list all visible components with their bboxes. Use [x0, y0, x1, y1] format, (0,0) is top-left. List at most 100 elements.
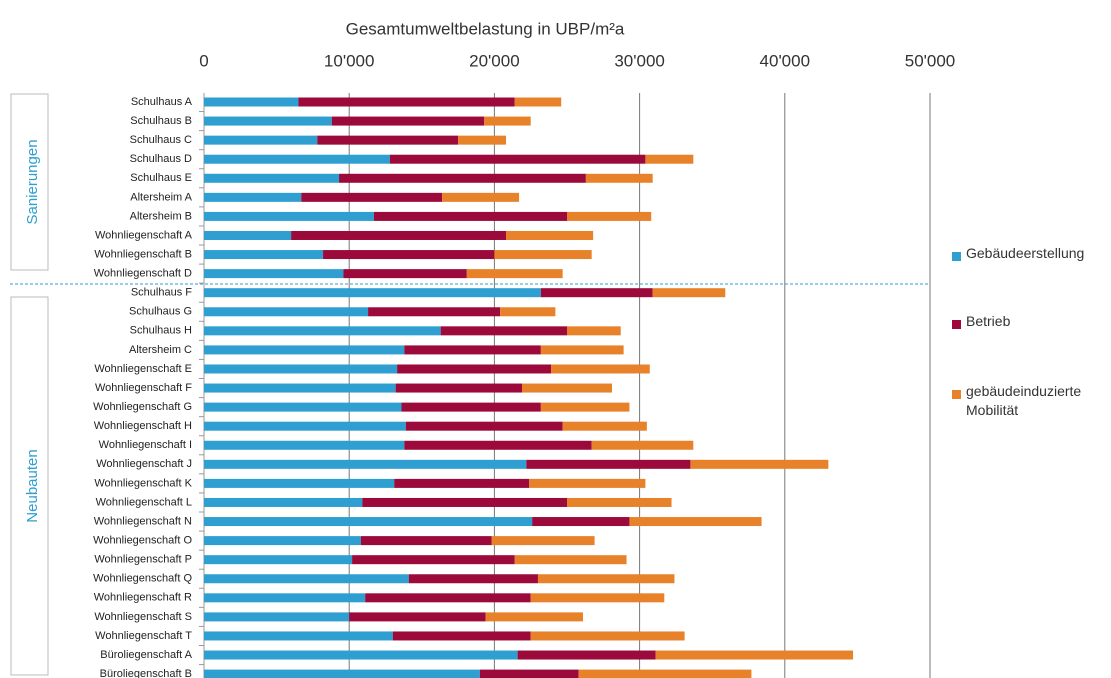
- legend-swatch: [952, 320, 961, 329]
- bar-segment: [500, 307, 556, 317]
- bar-segment: [204, 497, 363, 507]
- bar-segment: [404, 440, 592, 450]
- bar-segment: [204, 669, 480, 678]
- legend-item: Betrieb: [952, 313, 1111, 331]
- bar-segment: [349, 612, 486, 622]
- y-tick-label: Wohnliegenschaft K: [94, 477, 192, 489]
- legend-label: gebäudeinduzierte Mobilität: [966, 383, 1082, 418]
- bar-segment: [204, 154, 390, 164]
- y-tick-label: Schulhaus D: [130, 153, 192, 165]
- bar-segment: [567, 211, 652, 221]
- y-tick-label: Wohnliegenschaft H: [94, 420, 192, 432]
- bar-segment: [526, 459, 691, 469]
- y-tick-label: Wohnliegenschaft N: [94, 515, 192, 527]
- bar-segment: [392, 631, 531, 641]
- y-tick-label: Schulhaus F: [131, 287, 192, 299]
- bar-segment: [532, 517, 630, 527]
- group-box: [10, 296, 49, 676]
- bar-segment: [204, 459, 527, 469]
- bar-segment: [204, 135, 318, 145]
- bar-segment: [389, 154, 646, 164]
- bar-segment: [204, 192, 302, 202]
- y-tick-label: Wohnliegenschaft D: [94, 268, 192, 280]
- x-tick-label: 50'000: [905, 51, 956, 70]
- bar-segment: [204, 574, 409, 584]
- bar-segment: [204, 97, 299, 107]
- y-tick-label: Altersheim A: [130, 191, 192, 203]
- bar-segment: [365, 593, 531, 603]
- y-tick-label: Schulhaus G: [129, 306, 192, 318]
- bar-segment: [517, 650, 656, 660]
- bar-segment: [442, 192, 520, 202]
- bar-segment: [530, 593, 665, 603]
- bar-segment: [331, 116, 485, 126]
- group-label: Sanierungen: [24, 139, 41, 224]
- bar-segment: [204, 517, 533, 527]
- bar-segment: [567, 326, 621, 336]
- bar-segment: [466, 269, 563, 279]
- y-tick-label: Altersheim C: [129, 344, 192, 356]
- y-tick-label: Wohnliegenschaft J: [96, 458, 192, 470]
- y-tick-label: Wohnliegenschaft S: [94, 611, 192, 623]
- legend-label: Betrieb: [966, 313, 1011, 329]
- bar-segment: [204, 288, 541, 298]
- y-tick-label: Wohnliegenschaft R: [94, 592, 192, 604]
- bar-segment: [404, 345, 541, 355]
- bar-segment: [368, 307, 501, 317]
- bar-segment: [204, 116, 332, 126]
- y-tick-label: Büroliegenschaft A: [100, 649, 192, 661]
- bar-segment: [204, 269, 344, 279]
- y-tick-label: Wohnliegenschaft E: [94, 363, 192, 375]
- bar-segment: [204, 555, 353, 565]
- bar-segment: [655, 650, 854, 660]
- x-tick-label: 20'000: [469, 51, 520, 70]
- bar-segment: [514, 555, 627, 565]
- bar-segment: [401, 402, 541, 412]
- bar-segment: [352, 555, 515, 565]
- bar-segment: [458, 135, 507, 145]
- bar-segment: [405, 421, 563, 431]
- bar-segment: [204, 421, 406, 431]
- legend-item: Gebäudeerstellung: [952, 245, 1111, 263]
- chart-title: Gesamtumweltbelastung in UBP/m²a: [346, 19, 625, 38]
- bar-segment: [537, 574, 675, 584]
- bar-segment: [530, 631, 685, 641]
- bar-segment: [204, 402, 402, 412]
- bar-segment: [491, 536, 595, 546]
- bar-segment: [591, 440, 694, 450]
- bar-segment: [551, 364, 650, 374]
- bar-segment: [494, 250, 592, 260]
- bar-segment: [529, 478, 646, 488]
- y-tick-label: Wohnliegenschaft B: [94, 248, 192, 260]
- x-tick-label: 10'000: [324, 51, 375, 70]
- legend-swatch: [952, 390, 961, 399]
- bar-segment: [323, 250, 495, 260]
- x-tick-label: 30'000: [614, 51, 665, 70]
- bar-segment: [395, 383, 522, 393]
- bar-segment: [578, 669, 752, 678]
- bar-segment: [540, 288, 653, 298]
- bar-segment: [204, 250, 324, 260]
- y-tick-label: Schulhaus A: [131, 96, 193, 108]
- y-tick-label: Schulhaus H: [130, 325, 192, 337]
- bar-segment: [362, 497, 567, 507]
- bar-segment: [645, 154, 694, 164]
- bar-segment: [562, 421, 647, 431]
- y-tick-label: Büroliegenschaft B: [100, 668, 192, 678]
- bar-segment: [652, 288, 726, 298]
- bar-segment: [567, 497, 672, 507]
- bar-segment: [373, 211, 567, 221]
- y-tick-label: Wohnliegenschaft I: [99, 439, 192, 451]
- bar-segment: [204, 536, 361, 546]
- bar-segment: [204, 650, 518, 660]
- bar-segment: [204, 345, 405, 355]
- bar-segment: [629, 517, 762, 527]
- bar-segment: [204, 307, 369, 317]
- y-tick-label: Altersheim B: [130, 210, 192, 222]
- bar-segment: [506, 230, 594, 240]
- bar-segment: [204, 230, 292, 240]
- legend-swatch: [952, 252, 961, 261]
- bar-segment: [394, 478, 530, 488]
- bar-segment: [204, 631, 393, 641]
